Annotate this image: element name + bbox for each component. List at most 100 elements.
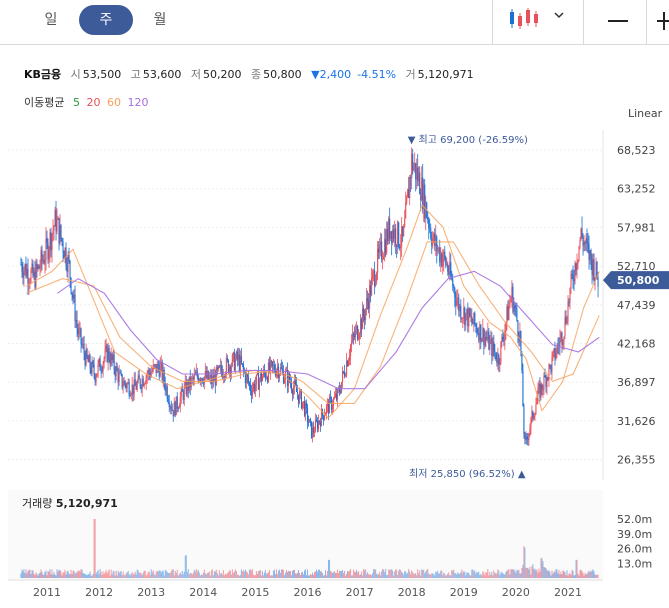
volume-bar (383, 569, 385, 578)
candle-body (104, 348, 106, 359)
volume-bar (126, 572, 128, 578)
candle-body (276, 366, 278, 371)
volume-bar (468, 572, 470, 578)
candle-body (371, 277, 373, 296)
ma-legend-120[interactable]: 120 (127, 96, 149, 109)
volume-bar (319, 569, 321, 578)
candle-body (472, 322, 474, 325)
candle-body (60, 224, 62, 239)
volume-bar (419, 570, 421, 578)
candle-body (84, 353, 86, 366)
volume-bar (427, 568, 429, 578)
candle-body (102, 363, 104, 372)
candle-body (64, 248, 66, 259)
candle-body (348, 360, 350, 366)
volume-bar (79, 571, 81, 578)
candle-body (313, 431, 316, 433)
volume-bar (195, 568, 197, 578)
ma-legend-60[interactable]: 60 (106, 96, 121, 109)
candle-body (99, 358, 101, 371)
tab-month[interactable]: 월 (153, 12, 167, 28)
volume-bar (109, 575, 111, 578)
candle-body (496, 359, 498, 364)
candle-body (138, 375, 140, 380)
volume-bar (527, 567, 529, 578)
volume-bar (357, 572, 359, 578)
volume-bar (242, 570, 244, 578)
ma-legend-5[interactable]: 5 (72, 96, 80, 109)
candlestick-icon[interactable] (509, 8, 539, 30)
candle-body (592, 259, 594, 276)
volume-bar (191, 574, 193, 578)
volume-bar (531, 566, 533, 578)
volume-bar (222, 570, 224, 578)
candle-body (369, 285, 371, 309)
candle-body (112, 354, 114, 361)
volume-bar (127, 570, 129, 578)
volume-bar (274, 574, 276, 578)
candle-body (133, 379, 135, 395)
candle-body (344, 371, 346, 377)
candle-body (195, 371, 197, 375)
candle-body (469, 308, 471, 317)
volume-bar (276, 574, 278, 578)
candle-body (210, 374, 212, 384)
volume-bar (442, 575, 444, 578)
volume-bar (565, 575, 567, 578)
volume-bar (159, 570, 161, 578)
candle-body (108, 348, 110, 360)
scale-mode-button[interactable]: Linear (628, 107, 663, 120)
volume-bar (154, 575, 156, 578)
candle-body (384, 239, 386, 257)
volume-bar (576, 559, 578, 578)
volume-bar (228, 570, 230, 578)
candle-body (394, 228, 396, 239)
candle-body (49, 232, 51, 251)
volume-bar (231, 569, 233, 578)
low-label: 저 (190, 68, 202, 81)
volume-bar (538, 568, 540, 578)
candle-body (114, 369, 116, 377)
candle-body (229, 366, 231, 374)
candle-body (345, 375, 347, 377)
candle-body (275, 370, 277, 376)
candle-body (585, 238, 587, 244)
volume-bar (508, 569, 510, 578)
candle-body (363, 308, 365, 317)
candle-body (300, 390, 303, 409)
tab-week[interactable]: 주 (79, 5, 133, 35)
minus-icon[interactable] (608, 20, 628, 22)
candle-body (587, 242, 589, 245)
volume-bar (546, 570, 548, 578)
candle-body (67, 255, 69, 272)
candle-body (233, 352, 235, 371)
volume-bar (561, 574, 563, 578)
candle-body (524, 434, 526, 440)
candle-body (55, 210, 57, 232)
candle-body (323, 415, 326, 420)
candle-body (575, 263, 577, 271)
volume-bar (48, 571, 50, 578)
candle-body (482, 328, 484, 339)
chevron-down-icon[interactable] (553, 10, 565, 20)
candle-body (294, 380, 297, 385)
candle-body (76, 319, 78, 329)
candle-body (190, 377, 192, 388)
tab-day[interactable]: 일 (44, 12, 58, 28)
volume-bar (434, 575, 436, 578)
candle-body (209, 374, 211, 378)
volume-bar (143, 570, 145, 578)
volume-bar (315, 571, 317, 578)
volume-bar (465, 575, 467, 578)
candle-body (24, 264, 26, 270)
candle-body (389, 218, 391, 239)
candle-body (506, 306, 508, 323)
candle-body (386, 228, 388, 254)
candle-body (410, 177, 412, 179)
volume-bar (330, 570, 332, 578)
ma-legend-20[interactable]: 20 (86, 96, 101, 109)
volume-bar (524, 547, 526, 578)
x-tick-label: 2015 (241, 586, 269, 599)
candle-body (464, 307, 466, 326)
volume-bar (28, 569, 30, 578)
